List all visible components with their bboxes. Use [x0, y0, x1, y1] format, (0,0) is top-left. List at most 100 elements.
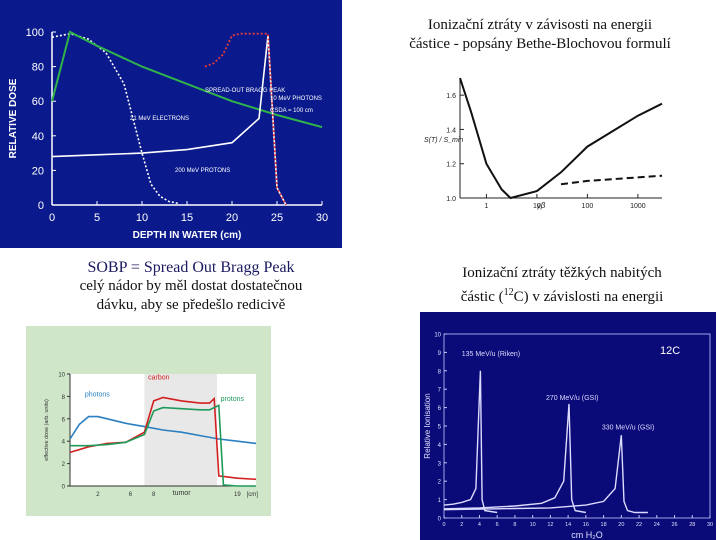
- chart4-annotation: 270 MeV/u (GSI): [546, 395, 599, 402]
- chart4-x-tick-label: 8: [513, 522, 516, 528]
- chart3-x-unit: [cm]: [247, 492, 259, 498]
- chart4-series-270-mev-u: [443, 403, 587, 514]
- chart4-series-135-mev-u: [443, 370, 498, 514]
- chart2-x-label: γβ: [537, 201, 546, 210]
- chart3-x-tick-label: 2: [96, 492, 100, 498]
- chart4-y-tick-label: 0: [438, 517, 442, 523]
- sobp-caption-line2: dávku, aby se předešlo redicivě: [96, 297, 286, 313]
- chart4-y-tick-label: 10: [434, 333, 441, 339]
- chart3-legend-carbon: carbon: [148, 375, 170, 382]
- bethe-bloch-chart: 1.0 1.2 1.4 1.6 1 10 100 1000 γβ S(T) / S_min: [424, 77, 663, 210]
- chart4-series-330-mev-u: [443, 435, 648, 514]
- top-right-caption-line2: částice - popsány Bethe-Blochovou formul…: [409, 36, 671, 52]
- chart1-series-200-mev-protons: [51, 35, 287, 206]
- chart4-x-tick-label: 16: [583, 522, 589, 528]
- chart2-series-full: [459, 77, 663, 200]
- chart1-x-tick-label: 5: [94, 212, 100, 224]
- chart1-annotation: CSDA = 100 cm: [270, 108, 313, 114]
- chart4-x-tick-label: 10: [530, 522, 536, 528]
- chart1-x-label: DEPTH IN WATER (cm): [133, 230, 242, 241]
- chart3-y-tick-label: 2: [62, 462, 66, 468]
- chart1-x-tick-label: 10: [136, 212, 148, 224]
- chart3-series-protons: [70, 404, 256, 487]
- chart3-y-label: effective dose (arb. units): [44, 399, 50, 461]
- chart2-x-tick-label: 1: [484, 203, 488, 210]
- chart3-x-tick-label: 8: [152, 492, 156, 498]
- chart2-y-tick-label: 1.0: [446, 196, 456, 203]
- chart4-x-tick-label: 4: [478, 522, 481, 528]
- chart3-x-tick-label: 19: [234, 492, 241, 498]
- chart2-y-tick-label: 1.2: [446, 162, 456, 169]
- chart4-x-tick-label: 12: [547, 522, 553, 528]
- chart4-y-tick-label: 4: [438, 443, 442, 449]
- chart4-y-label: Relative Ionisation: [423, 393, 432, 458]
- chart1-y-tick-label: 20: [32, 165, 44, 177]
- chart1-x-tick-label: 30: [316, 212, 328, 224]
- chart2-x-tick-label: 10: [533, 203, 541, 210]
- chart4-y-tick-label: 8: [438, 369, 442, 375]
- chart1-annotation: 10 MeV PHOTONS: [270, 96, 322, 102]
- chart1-series-spread-out-bragg-peak: [204, 32, 287, 206]
- chart1-y-tick-label: 60: [32, 96, 44, 108]
- chart4-y-tick-label: 5: [438, 425, 442, 431]
- chart3-y-tick-label: 8: [62, 395, 66, 401]
- sobp-caption: SOBP = Spread Out Bragg Peak celý nádor …: [30, 258, 352, 315]
- chart2-y-tick-label: 1.4: [446, 127, 456, 134]
- chart3-y-tick-label: 6: [62, 417, 66, 423]
- chart3-series-photons: [69, 415, 257, 445]
- chart4-annotation: 330 MeV/u (GSI): [602, 425, 655, 432]
- chart1-background: [0, 0, 342, 248]
- chart3-legend-protons: protons: [221, 396, 245, 403]
- chart1-y-label: RELATIVE DOSE: [8, 78, 19, 158]
- heavy-caption-line2: částic (12C) v závislosti na energii: [412, 283, 712, 307]
- chart2-series-density-corrected: [560, 174, 663, 186]
- chart3-x-label: tumor: [173, 490, 192, 497]
- top-right-caption: Ionizační ztráty v závisosti na energii …: [360, 16, 720, 54]
- chart1-y-tick-label: 80: [32, 62, 44, 74]
- chart4-x-tick-label: 18: [601, 522, 607, 528]
- chart1-x-tick-label: 20: [226, 212, 238, 224]
- chart4-y-tick-label: 2: [438, 480, 442, 486]
- chart1-annotation: SPREAD-OUT BRAGG PEAK: [205, 88, 285, 94]
- chart3-y-tick-label: 0: [62, 485, 66, 491]
- chart2-x-tick-label: 1000: [630, 203, 646, 210]
- chart1-x-tick-label: 15: [181, 212, 193, 224]
- chart4-x-tick-label: 2: [460, 522, 463, 528]
- chart1-y-tick-label: 0: [38, 200, 44, 212]
- chart4-x-tick-label: 14: [565, 522, 571, 528]
- heavy-caption-line1: Ionizační ztráty těžkých nabitých: [462, 265, 662, 281]
- chart4-y-tick-label: 7: [438, 388, 442, 394]
- chart3-legend-photons: photons: [85, 391, 110, 398]
- top-right-caption-line1: Ionizační ztráty v závisosti na energii: [427, 17, 653, 33]
- chart3-y-tick-label: 4: [62, 440, 66, 446]
- chart2-x-tick-label: 100: [582, 203, 594, 210]
- chart4-x-tick-label: 28: [689, 522, 695, 528]
- chart4-y-tick-label: 6: [438, 406, 442, 412]
- chart4-x-tick-label: 0: [442, 522, 445, 528]
- chart4-y-tick-label: 9: [438, 351, 442, 357]
- chart4-annotation: 135 MeV/u (Riken): [462, 351, 520, 358]
- heavy-caption-pre: částic (: [460, 289, 504, 305]
- chart4-corner-label: 12C: [660, 345, 680, 357]
- chart4-x-tick-label: 6: [496, 522, 499, 528]
- chart1-series-10-mev-photons: [51, 30, 323, 129]
- chart1-y-tick-label: 100: [26, 27, 44, 39]
- chart2-y-label: S(T) / S_min: [424, 137, 463, 144]
- chart2-y-tick-label: 1.6: [446, 93, 456, 100]
- chart3-tumor-region: [144, 374, 217, 486]
- chart3-series-carbon: [69, 396, 257, 481]
- chart1-y-tick-label: 40: [32, 131, 44, 143]
- chart4-x-tick-label: 26: [671, 522, 677, 528]
- chart3-y-tick-label: 10: [58, 373, 65, 379]
- chart4-x-tick-label: 22: [636, 522, 642, 528]
- chart4-x-label: cm H₂O: [571, 530, 603, 540]
- relative-dose-chart: 0 5 10 15 20 25 30 0 20 40 60 80 100 DEPTH IN WATER (…: [0, 0, 342, 248]
- chart4-x-tick-label: 20: [618, 522, 624, 528]
- sobp-title: SOBP = Spread Out Bragg Peak: [87, 259, 295, 276]
- effective-dose-chart: 0 2 4 6 8 10 2 6 8 19 tumor [cm] effective dose (arb…: [26, 326, 271, 516]
- chart3-x-tick-label: 6: [129, 492, 133, 498]
- chart1-annotation: 21 MeV ELECTRONS: [130, 116, 189, 122]
- heavy-particle-caption: Ionizační ztráty těžkých nabitých částic…: [412, 264, 712, 307]
- chart4-y-tick-label: 3: [438, 461, 442, 467]
